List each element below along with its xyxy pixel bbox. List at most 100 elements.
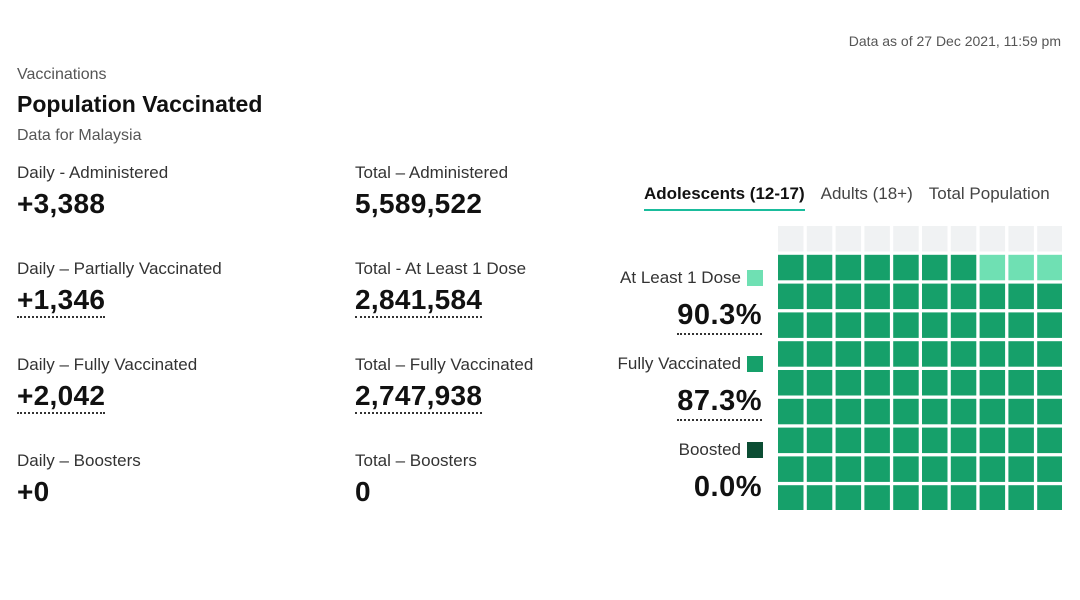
waffle-cell-empty — [893, 226, 919, 252]
boosted-percent: 0.0% — [693, 471, 762, 503]
waffle-cell-fully-vaccinated — [893, 370, 919, 396]
waffle-cell-fully-vaccinated — [950, 485, 977, 510]
waffle-cell-fully-vaccinated — [835, 427, 862, 454]
waffle-cell-fully-vaccinated — [778, 398, 804, 425]
waffle-cell-fully-vaccinated — [979, 283, 1006, 310]
waffle-cell-fully-vaccinated — [1037, 485, 1062, 510]
waffle-cell-fully-vaccinated — [864, 427, 890, 454]
waffle-cell-fully-vaccinated — [1037, 283, 1062, 310]
waffle-cell-fully-vaccinated — [922, 398, 948, 425]
waffle-cell-fully-vaccinated — [778, 341, 804, 367]
waffle-cell-fully-vaccinated — [922, 341, 948, 367]
stat-value[interactable]: 2,841,584 — [355, 285, 483, 319]
waffle-cell-fully-vaccinated — [806, 485, 833, 510]
data-as-of: Data as of 27 Dec 2021, 11:59 pm — [848, 33, 1061, 49]
waffle-cell-empty — [835, 226, 862, 252]
stat-label: Total – Administered — [355, 163, 509, 182]
waffle-cell-fully-vaccinated — [864, 283, 890, 310]
waffle-cell-fully-vaccinated — [864, 456, 890, 482]
waffle-cell-fully-vaccinated — [950, 456, 977, 482]
waffle-cell-fully-vaccinated — [806, 254, 833, 281]
waffle-cell-fully-vaccinated — [1008, 485, 1034, 510]
waffle-cell-fully-vaccinated — [835, 341, 862, 367]
waffle-cell-fully-vaccinated — [922, 370, 948, 396]
waffle-cell-fully-vaccinated — [922, 456, 948, 482]
daily-partially-vaccinated-stat: Daily – Partially Vaccinated +1,346 — [17, 259, 222, 319]
waffle-cell-fully-vaccinated — [835, 456, 862, 482]
waffle-cell-fully-vaccinated — [979, 485, 1006, 510]
waffle-cell-fully-vaccinated — [950, 254, 977, 281]
waffle-cell-fully-vaccinated — [893, 254, 919, 281]
daily-fully-vaccinated-stat: Daily – Fully Vaccinated +2,042 — [17, 355, 198, 415]
waffle-cell-empty — [1037, 226, 1062, 252]
waffle-cell-fully-vaccinated — [806, 283, 833, 310]
total-boosters-stat: Total – Boosters 0 — [355, 451, 477, 506]
legend-swatch — [747, 270, 763, 286]
waffle-cell-fully-vaccinated — [979, 312, 1006, 338]
waffle-cell-empty — [922, 226, 948, 252]
waffle-cell-fully-vaccinated — [893, 312, 919, 338]
waffle-cell-fully-vaccinated — [864, 312, 890, 338]
legend-label: At Least 1 Dose — [620, 268, 741, 287]
waffle-cell-fully-vaccinated — [950, 370, 977, 396]
at-least-1-dose-percent[interactable]: 90.3% — [677, 299, 762, 335]
waffle-cell-fully-vaccinated — [835, 370, 862, 396]
legend-label: Fully Vaccinated — [617, 354, 741, 373]
waffle-cell-fully-vaccinated — [778, 283, 804, 310]
waffle-cell-fully-vaccinated — [950, 341, 977, 367]
section-label: Vaccinations — [17, 66, 107, 83]
legend-swatch — [747, 442, 763, 458]
waffle-cell-fully-vaccinated — [1008, 283, 1034, 310]
daily-administered-stat: Daily - Administered +3,388 — [17, 163, 168, 218]
waffle-cell-fully-vaccinated — [950, 398, 977, 425]
legend-at-least-1-dose: At Least 1 Dose — [620, 268, 763, 288]
stat-value: 0 — [355, 476, 371, 507]
waffle-cell-fully-vaccinated — [1037, 341, 1062, 367]
legend-fully-vaccinated: Fully Vaccinated — [618, 354, 763, 374]
waffle-cell-fully-vaccinated — [864, 254, 890, 281]
waffle-cell-fully-vaccinated — [1008, 370, 1034, 396]
waffle-cell-fully-vaccinated — [1008, 456, 1034, 482]
waffle-cell-fully-vaccinated — [864, 370, 890, 396]
waffle-cell-fully-vaccinated — [922, 254, 948, 281]
waffle-cell-empty — [778, 226, 804, 252]
waffle-cell-partially-vaccinated — [979, 254, 1006, 281]
waffle-cell-fully-vaccinated — [835, 283, 862, 310]
waffle-cell-fully-vaccinated — [835, 254, 862, 281]
stat-label: Daily – Fully Vaccinated — [17, 355, 198, 374]
waffle-cell-empty — [864, 226, 890, 252]
waffle-cell-fully-vaccinated — [1037, 370, 1062, 396]
waffle-cell-fully-vaccinated — [1037, 456, 1062, 482]
waffle-cell-fully-vaccinated — [979, 427, 1006, 454]
fully-vaccinated-percent[interactable]: 87.3% — [677, 385, 762, 421]
waffle-cell-fully-vaccinated — [1037, 427, 1062, 454]
tab-adolescents[interactable]: Adolescents (12-17) — [644, 184, 805, 211]
population-tabs: Adolescents (12-17) Adults (18+) Total P… — [644, 184, 1050, 211]
stat-value[interactable]: +2,042 — [17, 381, 106, 415]
waffle-cell-fully-vaccinated — [950, 283, 977, 310]
waffle-cell-fully-vaccinated — [778, 254, 804, 281]
stat-value[interactable]: 2,747,938 — [355, 381, 483, 415]
waffle-cell-fully-vaccinated — [1008, 398, 1034, 425]
stat-label: Total – Boosters — [355, 451, 477, 470]
stat-label: Total - At Least 1 Dose — [355, 259, 527, 278]
waffle-cell-fully-vaccinated — [1008, 341, 1034, 367]
waffle-cell-fully-vaccinated — [922, 427, 948, 454]
waffle-cell-fully-vaccinated — [835, 312, 862, 338]
tab-total-population[interactable]: Total Population — [928, 184, 1050, 203]
waffle-cell-fully-vaccinated — [1037, 398, 1062, 425]
waffle-cell-fully-vaccinated — [979, 398, 1006, 425]
waffle-cell-fully-vaccinated — [778, 427, 804, 454]
waffle-cell-fully-vaccinated — [806, 312, 833, 338]
waffle-cell-fully-vaccinated — [893, 341, 919, 367]
legend-label: Boosted — [678, 440, 741, 459]
page-title: Population Vaccinated — [17, 91, 263, 117]
waffle-cell-fully-vaccinated — [893, 398, 919, 425]
legend-swatch — [747, 356, 763, 372]
waffle-cell-fully-vaccinated — [1037, 312, 1062, 338]
stat-value[interactable]: +1,346 — [17, 285, 106, 319]
waffle-cell-fully-vaccinated — [1008, 427, 1034, 454]
tab-adults[interactable]: Adults (18+) — [820, 184, 913, 203]
waffle-cell-fully-vaccinated — [778, 370, 804, 396]
stat-label: Daily – Boosters — [17, 451, 141, 470]
